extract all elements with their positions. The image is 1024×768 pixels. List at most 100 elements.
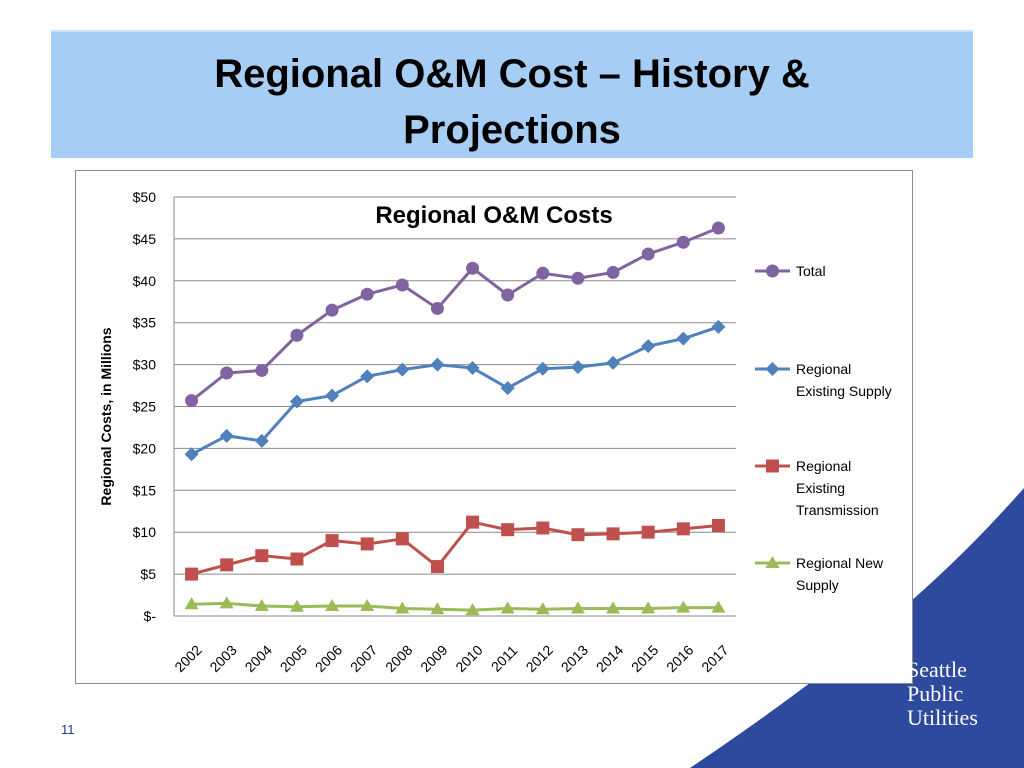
data-point-regional-existing-transmission (430, 560, 444, 574)
series-line-regional-new-supply (191, 601, 719, 612)
legend-marker-regional-existing-supply (765, 362, 780, 376)
legend-label-regional-existing-transmission: Regional (796, 458, 851, 474)
data-point-regional-existing-transmission (360, 537, 374, 551)
x-tick-label: 2015 (628, 642, 661, 675)
data-point-regional-existing-supply (184, 447, 199, 462)
y-tick-label: $35 (133, 315, 157, 331)
data-point-regional-existing-transmission (395, 532, 409, 546)
data-point-total (255, 363, 269, 377)
data-point-regional-existing-supply (395, 362, 410, 377)
data-point-regional-existing-supply (430, 357, 445, 372)
data-point-regional-existing-supply (289, 394, 304, 409)
data-point-regional-existing-supply (535, 361, 550, 376)
data-point-regional-new-supply (535, 602, 550, 615)
x-tick-label: 2014 (593, 642, 626, 675)
slide-number: 11 (61, 722, 75, 737)
data-point-total (466, 261, 480, 275)
y-tick-label: $25 (133, 399, 157, 415)
data-point-regional-new-supply (395, 601, 410, 614)
data-point-regional-existing-transmission (641, 525, 655, 539)
title-band: Regional O&M Cost – History & Projection… (51, 30, 973, 158)
data-point-total (185, 394, 199, 408)
x-tick-label: 2013 (558, 642, 591, 675)
legend-label-regional-existing-supply: Existing Supply (796, 383, 892, 399)
data-point-regional-existing-transmission (325, 534, 339, 548)
data-point-total (290, 328, 304, 342)
y-tick-label: $45 (133, 231, 157, 247)
data-point-total (220, 366, 234, 380)
x-tick-label: 2011 (488, 642, 521, 675)
data-point-regional-new-supply (289, 599, 304, 612)
data-point-total (395, 278, 409, 292)
data-point-regional-existing-supply (570, 360, 585, 375)
data-point-total (360, 287, 374, 301)
y-tick-label: $5 (140, 566, 156, 582)
data-point-regional-existing-supply (465, 360, 480, 375)
data-point-regional-existing-transmission (676, 522, 690, 536)
series-line-regional-existing-transmission (191, 520, 719, 576)
y-tick-label: $- (144, 608, 157, 624)
data-point-regional-existing-supply (325, 388, 340, 403)
x-tick-label: 2004 (242, 642, 275, 675)
y-tick-label: $30 (133, 357, 157, 373)
logo-line-2: Public (907, 681, 964, 706)
data-point-total (641, 247, 655, 261)
data-point-regional-new-supply (606, 601, 621, 614)
data-point-total (571, 271, 585, 285)
y-tick-label: $10 (133, 524, 157, 540)
data-point-total (430, 301, 444, 315)
data-point-regional-new-supply (325, 598, 340, 611)
x-tick-label: 2003 (206, 642, 239, 675)
x-tick-label: 2009 (417, 642, 450, 675)
x-tick-label: 2005 (277, 642, 310, 675)
slide-title-line-2: Projections (403, 108, 621, 152)
data-point-regional-existing-supply (360, 369, 375, 384)
legend-label-regional-existing-transmission: Transmission (796, 502, 879, 518)
legend-marker-total (766, 264, 779, 278)
seattle-public-utilities-logo: Seattle Public Utilities (907, 658, 1017, 738)
chart-title: Regional O&M Costs (375, 202, 612, 229)
x-tick-label: 2006 (312, 642, 345, 675)
data-point-regional-new-supply (676, 600, 691, 613)
data-point-regional-existing-supply (606, 355, 621, 370)
data-point-total (325, 303, 339, 317)
legend-marker-regional-existing-transmission (766, 459, 779, 473)
data-point-regional-new-supply (711, 600, 726, 613)
x-tick-label: 2017 (698, 642, 731, 675)
data-point-regional-existing-transmission (290, 552, 304, 566)
legend-label-regional-new-supply: Supply (796, 577, 839, 593)
data-point-regional-existing-transmission (255, 549, 269, 563)
data-point-regional-existing-transmission (711, 518, 725, 532)
data-point-total (536, 266, 550, 280)
y-tick-label: $20 (133, 440, 157, 456)
data-point-total (711, 221, 725, 235)
data-point-regional-new-supply (254, 598, 269, 611)
slide-title: Regional O&M Cost – History & Projection… (51, 46, 973, 158)
data-point-regional-new-supply (465, 603, 480, 616)
data-point-regional-new-supply (219, 596, 234, 609)
data-point-regional-new-supply (570, 601, 585, 614)
data-point-regional-existing-supply (500, 381, 515, 396)
x-tick-label: 2012 (523, 642, 556, 675)
chart-frame: $- $5 $10 $15 $20 $25 $30 $35 $40 $45 $50 2002 2003 2… (75, 170, 913, 684)
data-point-regional-existing-supply (254, 433, 269, 448)
series-line-total (190, 226, 720, 402)
y-axis-label: Regional Costs, in Millions (98, 327, 114, 505)
data-point-total (606, 265, 620, 279)
data-point-total (501, 288, 515, 302)
data-point-regional-existing-transmission (185, 567, 199, 581)
data-point-regional-existing-transmission (220, 558, 234, 572)
x-tick-label: 2008 (382, 642, 415, 675)
x-tick-label: 2010 (452, 642, 485, 675)
x-tick-label: 2016 (663, 642, 696, 675)
series-line-regional-existing-supply (190, 325, 719, 456)
data-point-regional-new-supply (500, 601, 515, 614)
logo-line-3: Utilities (907, 705, 978, 730)
data-point-regional-existing-supply (676, 331, 691, 346)
data-point-regional-existing-transmission (536, 521, 550, 535)
data-point-regional-existing-transmission (606, 527, 620, 541)
legend-label-total: Total (796, 263, 826, 279)
y-tick-label: $15 (133, 482, 157, 498)
